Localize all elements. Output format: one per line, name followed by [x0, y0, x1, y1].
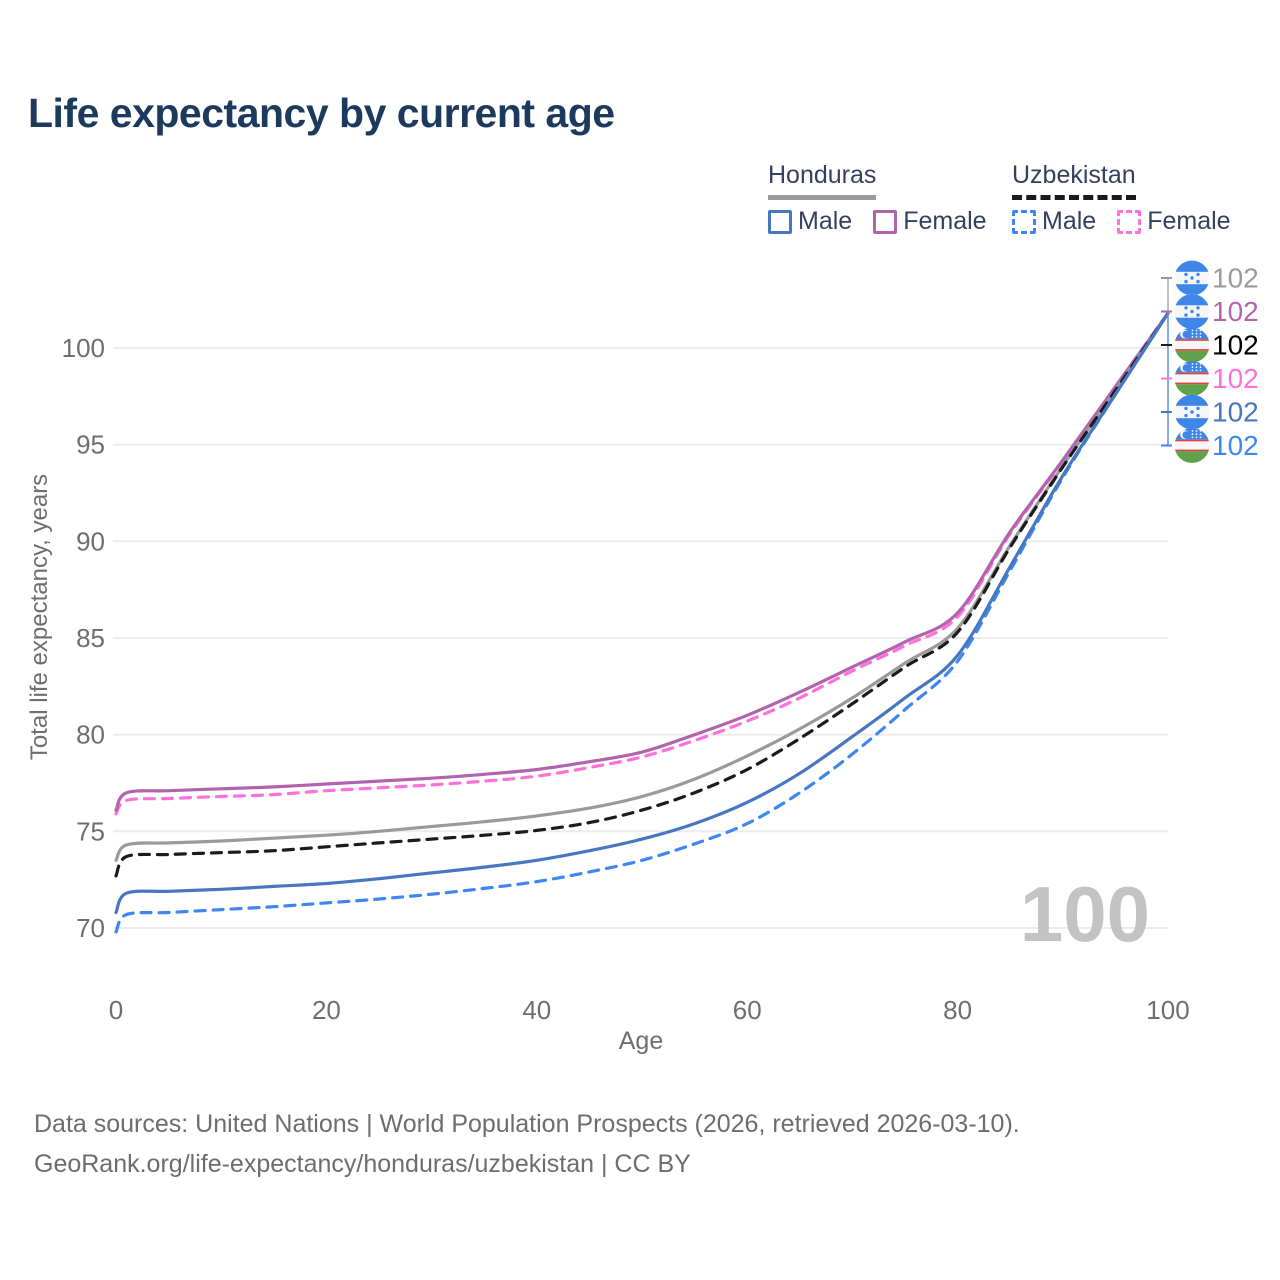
uzbekistan-flag-icon: [1174, 327, 1210, 363]
x-tick-label: 100: [1146, 995, 1189, 1025]
x-tick-label: 40: [522, 995, 551, 1025]
legend-item-label: Male: [798, 207, 853, 235]
series-line-uzbekistan-male[interactable]: [114, 311, 1170, 934]
end-label-value-uzbekistan-female: 102: [1212, 363, 1259, 394]
x-tick-label: 0: [109, 995, 123, 1025]
legend-items-honduras: Male Female: [768, 207, 1008, 236]
uzbekistan-female-swatch-icon: [1117, 209, 1142, 234]
legend-item-honduras-male[interactable]: Male: [768, 207, 852, 236]
legend-group-uzbekistan: Uzbekistan Male Female: [1012, 161, 1252, 236]
series-line-honduras-female[interactable]: [114, 311, 1170, 812]
age-watermark: 100: [1020, 870, 1150, 958]
legend-item-label: Female: [903, 207, 987, 235]
series-line-uzbekistan-all[interactable]: [114, 311, 1170, 878]
uzbekistan-flag-icon: [1174, 428, 1210, 463]
legend-item-label: Male: [1042, 207, 1097, 235]
honduras-male-swatch-icon: [768, 209, 792, 234]
end-label-value-honduras-male: 102: [1212, 397, 1259, 428]
y-tick-label: 90: [76, 526, 105, 556]
series-line-honduras-all[interactable]: [114, 311, 1170, 862]
x-axis-title: Age: [619, 1027, 663, 1055]
uzbekistan-flag-icon: [1174, 361, 1210, 396]
honduras-female-swatch-icon: [873, 209, 898, 234]
uzbekistan-male-swatch-icon: [1012, 209, 1036, 234]
legend-item-uzbekistan-female[interactable]: Female: [1117, 207, 1231, 236]
end-label-value-honduras-female: 102: [1212, 296, 1259, 327]
y-tick-label: 70: [76, 913, 105, 943]
honduras-flag-icon: [1174, 394, 1210, 430]
footer-attribution: GeoRank.org/life-expectancy/honduras/uzb…: [34, 1150, 691, 1178]
x-tick-label: 20: [312, 995, 341, 1025]
honduras-flag-icon: [1174, 260, 1210, 296]
legend-group-honduras: Honduras Male Female: [768, 161, 1008, 236]
legend-header-uzbekistan[interactable]: Uzbekistan: [1012, 161, 1136, 200]
legend-item-uzbekistan-male[interactable]: Male: [1012, 207, 1096, 236]
x-tick-label: 80: [943, 995, 972, 1025]
y-tick-label: 75: [76, 816, 105, 846]
y-tick-label: 85: [76, 623, 105, 653]
legend-item-label: Female: [1147, 207, 1231, 235]
y-tick-label: 80: [76, 720, 105, 750]
legend-items-uzbekistan: Male Female: [1012, 207, 1252, 236]
legend-header-honduras[interactable]: Honduras: [768, 161, 877, 200]
end-label-value-uzbekistan-male: 102: [1212, 430, 1259, 461]
y-tick-label: 95: [76, 430, 105, 460]
end-label-value-uzbekistan-all: 102: [1212, 330, 1259, 361]
series-line-honduras-male[interactable]: [114, 311, 1170, 915]
x-tick-label: 60: [733, 995, 762, 1025]
page-title: Life expectancy by current age: [28, 90, 615, 136]
y-axis-title: Total life expectancy, years: [26, 474, 53, 760]
y-tick-label: 100: [62, 333, 105, 363]
footer-data-sources: Data sources: United Nations | World Pop…: [34, 1110, 1020, 1138]
legend-item-honduras-female[interactable]: Female: [873, 207, 987, 236]
honduras-flag-icon: [1174, 294, 1210, 329]
end-label-value-honduras-all: 102: [1212, 263, 1259, 294]
